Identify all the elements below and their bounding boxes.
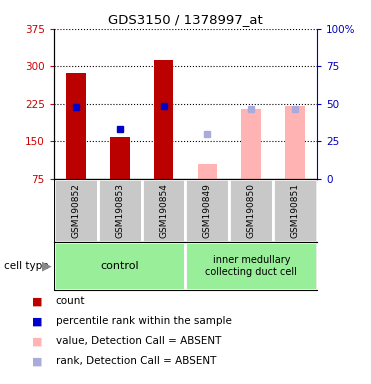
Bar	[198, 164, 217, 179]
Bar	[285, 106, 305, 179]
Text: value, Detection Call = ABSENT: value, Detection Call = ABSENT	[56, 336, 221, 346]
Bar	[142, 179, 186, 242]
Text: GSM190851: GSM190851	[291, 183, 300, 238]
Bar	[154, 60, 173, 179]
Bar	[229, 179, 273, 242]
Text: GSM190852: GSM190852	[71, 183, 80, 238]
Bar	[242, 109, 261, 179]
Text: count: count	[56, 296, 85, 306]
Text: percentile rank within the sample: percentile rank within the sample	[56, 316, 232, 326]
Bar	[186, 242, 317, 290]
Bar	[66, 73, 86, 179]
Text: GSM190850: GSM190850	[247, 183, 256, 238]
Bar	[98, 179, 142, 242]
Text: cell type: cell type	[4, 261, 48, 271]
Bar	[186, 179, 229, 242]
Bar	[54, 242, 185, 290]
Text: ■: ■	[32, 336, 42, 346]
Text: ■: ■	[32, 296, 42, 306]
Bar	[110, 137, 129, 179]
Bar	[54, 179, 98, 242]
Text: GSM190853: GSM190853	[115, 183, 124, 238]
Text: control: control	[100, 261, 139, 271]
Text: GSM190854: GSM190854	[159, 183, 168, 238]
Text: ■: ■	[32, 316, 42, 326]
Text: ▶: ▶	[42, 260, 51, 272]
Text: rank, Detection Call = ABSENT: rank, Detection Call = ABSENT	[56, 356, 216, 366]
Text: ■: ■	[32, 356, 42, 366]
Text: GSM190849: GSM190849	[203, 183, 212, 238]
Text: inner medullary
collecting duct cell: inner medullary collecting duct cell	[206, 255, 297, 277]
Bar	[273, 179, 317, 242]
Text: GDS3150 / 1378997_at: GDS3150 / 1378997_at	[108, 13, 263, 26]
